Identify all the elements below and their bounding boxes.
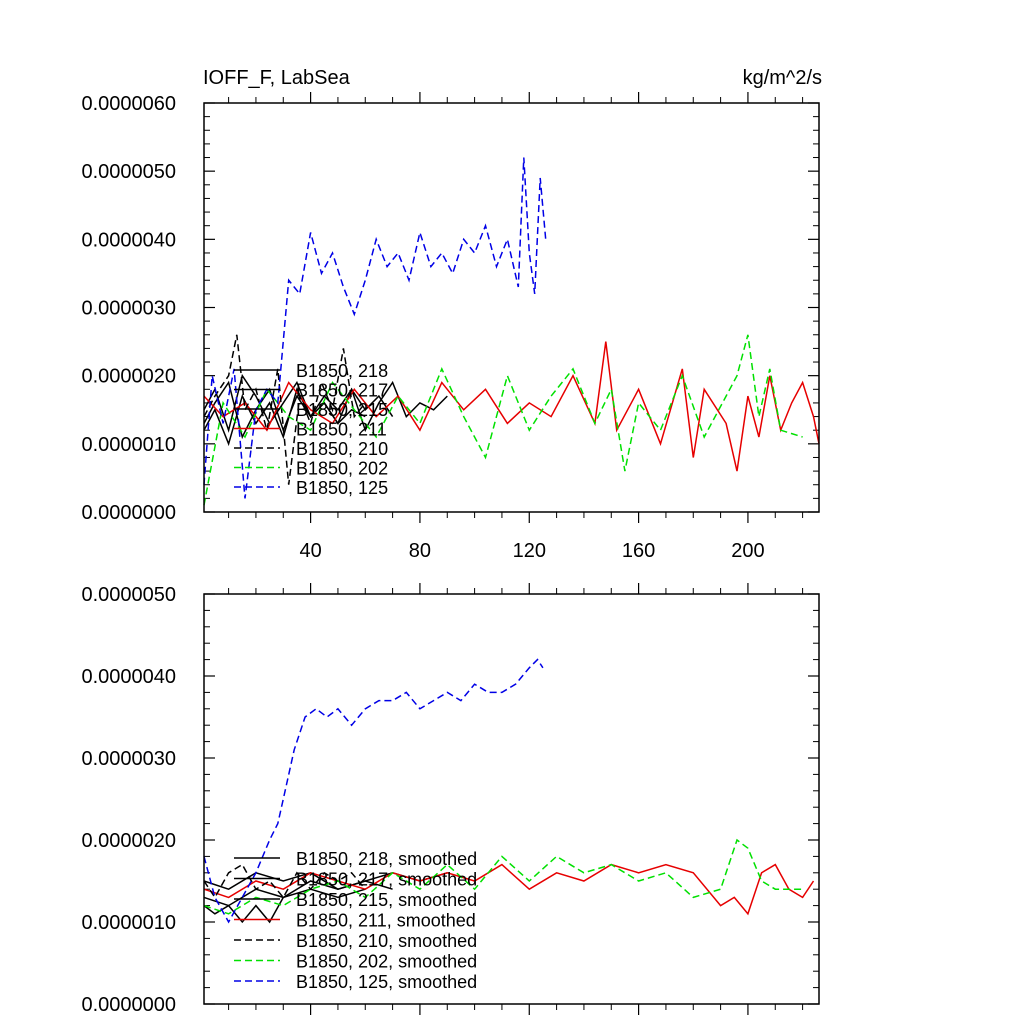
y-tick-label: 0.0000020 bbox=[81, 366, 176, 388]
x-tick-label: 120 bbox=[513, 540, 546, 562]
series-line bbox=[203, 341, 820, 472]
y-tick-label: 0.0000010 bbox=[81, 912, 176, 934]
series-line bbox=[203, 334, 803, 506]
y-tick-label: 0.0000050 bbox=[81, 584, 176, 606]
units-label: kg/m^2/s bbox=[743, 67, 822, 89]
legend-label: B1850, 211 bbox=[296, 420, 387, 440]
legend-label: B1850, 125, smoothed bbox=[296, 972, 477, 992]
top-panel-series bbox=[203, 157, 820, 506]
y-tick-label: 0.0000050 bbox=[81, 161, 176, 183]
legend-label: B1850, 218 bbox=[296, 361, 388, 381]
series-line bbox=[203, 380, 394, 440]
top-plot-frame bbox=[203, 102, 820, 513]
series-line bbox=[203, 658, 544, 924]
y-tick-label: 0.0000060 bbox=[81, 93, 176, 115]
y-tick-label: 0.0000000 bbox=[81, 994, 176, 1016]
y-tick-label: 0.0000020 bbox=[81, 830, 176, 852]
y-tick-label: 0.0000030 bbox=[81, 748, 176, 770]
legend-label: B1850, 217, smoothed bbox=[296, 870, 477, 890]
bottom-plot-frame bbox=[203, 593, 820, 1005]
series-line bbox=[203, 334, 366, 485]
legend-label: B1850, 215, smoothed bbox=[296, 890, 477, 910]
legend-label: B1850, 210 bbox=[296, 439, 388, 459]
series-line bbox=[203, 387, 366, 447]
legend-label: B1850, 210, smoothed bbox=[296, 931, 477, 951]
series-line bbox=[203, 157, 547, 499]
legend-label: B1850, 125 bbox=[296, 478, 388, 498]
legend-label: B1850, 211, smoothed bbox=[296, 911, 476, 931]
legend-label: B1850, 215 bbox=[296, 400, 388, 420]
x-tick-label: 80 bbox=[409, 540, 431, 562]
x-tick-label: 160 bbox=[622, 540, 655, 562]
top-panel: IOFF_F, LabSea kg/m^2/s 0.00000000.00000… bbox=[81, 67, 822, 562]
bottom-panel: 0.0000000 0.0000010 0.0000020 0.0000030 0.00… bbox=[81, 583, 820, 1016]
top-panel-ticks: 0.0000000 0.0000010 0.0000020 0.0000030 0.00… bbox=[81, 92, 819, 562]
legend-label: B1850, 218, smoothed bbox=[296, 849, 477, 869]
y-tick-label: 0.0000040 bbox=[81, 666, 176, 688]
x-tick-label: 40 bbox=[299, 540, 321, 562]
y-tick-label: 0.0000000 bbox=[81, 502, 176, 524]
series-line bbox=[203, 863, 815, 916]
y-tick-label: 0.0000010 bbox=[81, 434, 176, 456]
legend-label: B1850, 202 bbox=[296, 459, 388, 479]
series-line bbox=[203, 373, 448, 433]
x-tick-label: 200 bbox=[731, 540, 764, 562]
chart-title: IOFF_F, LabSea bbox=[203, 67, 351, 89]
series-line bbox=[203, 880, 393, 907]
legend-label: B1850, 217 bbox=[296, 381, 388, 401]
legend-label: B1850, 202, smoothed bbox=[296, 952, 477, 972]
y-tick-label: 0.0000040 bbox=[81, 229, 176, 251]
series-line bbox=[203, 838, 803, 915]
y-tick-label: 0.0000030 bbox=[81, 298, 176, 320]
bottom-panel-series bbox=[203, 658, 815, 924]
